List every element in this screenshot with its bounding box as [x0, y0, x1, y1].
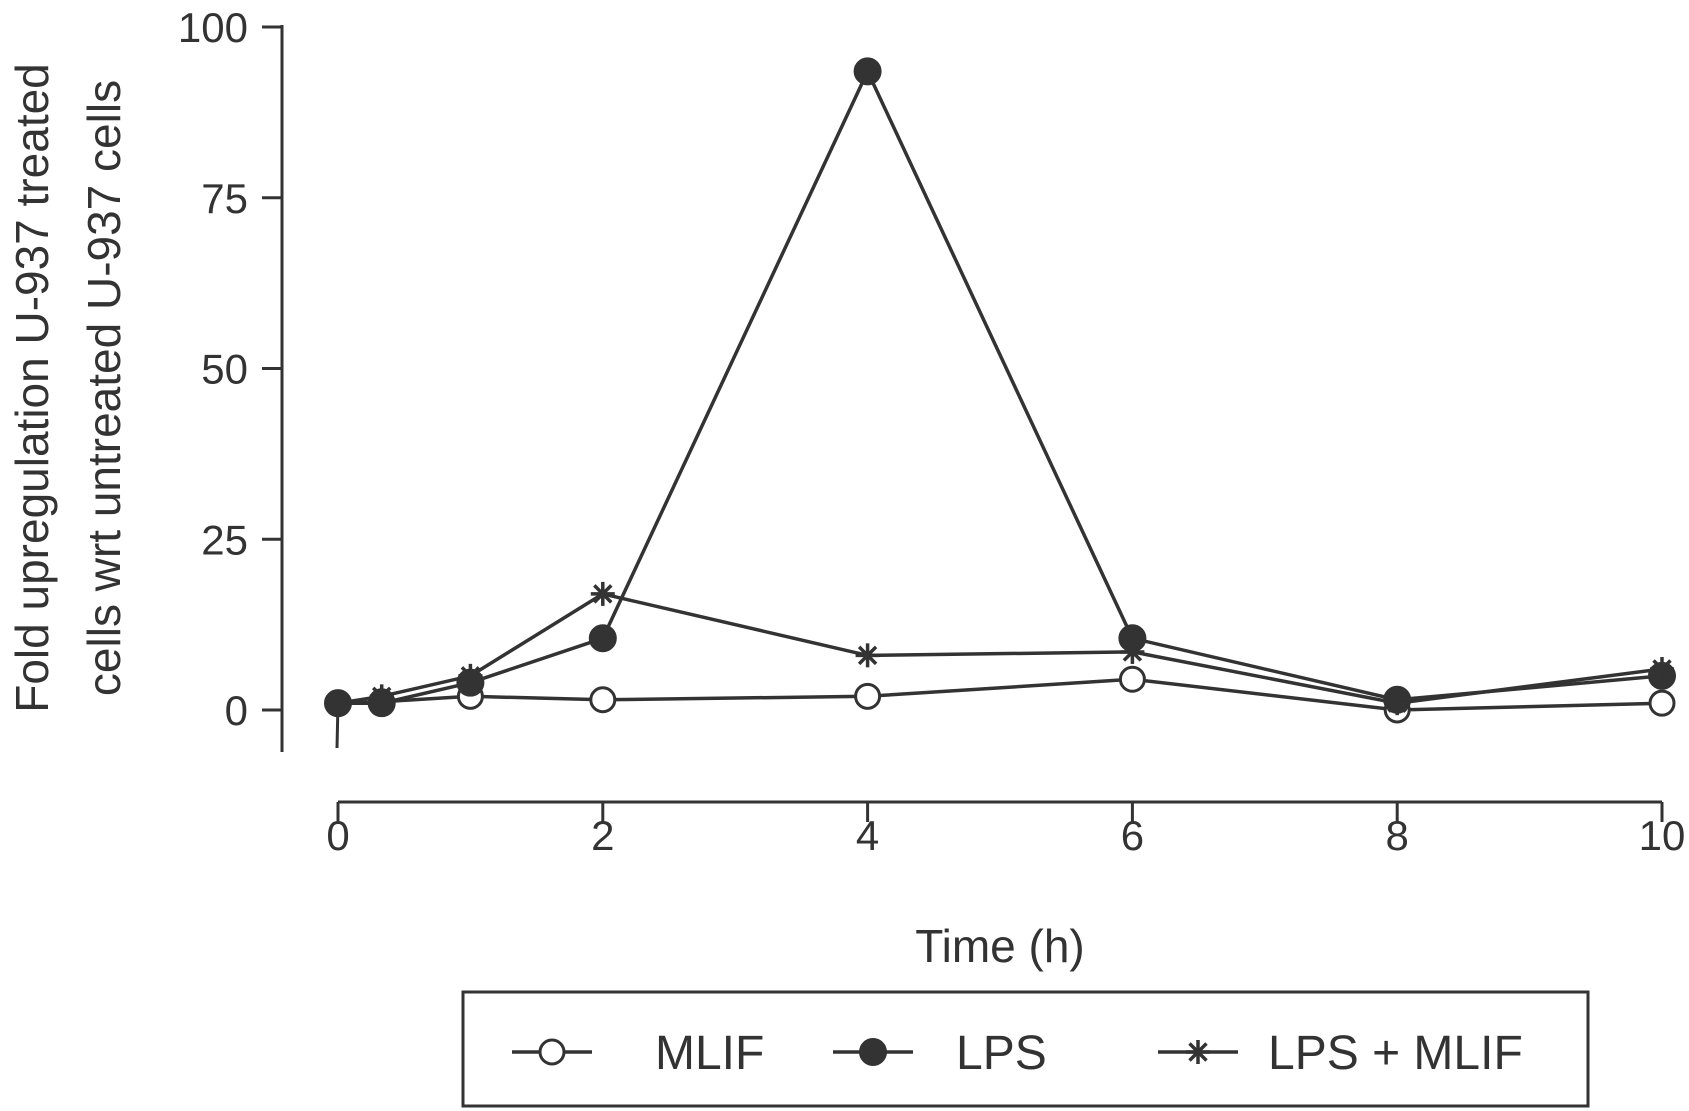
data-point: [1385, 691, 1410, 716]
legend-label: LPS + MLIF: [1268, 1027, 1523, 1080]
series-lps: [324, 57, 1676, 718]
y-tick-label: 100: [178, 4, 248, 51]
series-line: [337, 592, 1663, 705]
legend-item: MLIF: [512, 1027, 764, 1080]
y-tick-label: 50: [201, 346, 248, 393]
data-point: [1650, 657, 1674, 682]
series-lps-mlif: [326, 581, 1674, 716]
y-axis-ticks: 0 25 50 75 100: [178, 4, 282, 734]
data-point: [590, 581, 615, 606]
data-point: [1120, 639, 1145, 664]
legend-swatch-marker: [859, 1038, 887, 1066]
x-tick-label: 0: [326, 812, 349, 859]
start-stub-line: [335, 703, 340, 749]
y-axis-title-line-1: Fold upregulation U-937 treated: [6, 63, 58, 713]
legend: MLIF LPS LPS + MLIF: [461, 990, 1590, 1108]
y-tick-label: 25: [201, 516, 248, 563]
legend-items: MLIF LPS LPS + MLIF: [512, 1027, 1523, 1080]
x-tick-label: 6: [1121, 812, 1144, 859]
y-tick-label: 0: [225, 687, 248, 734]
x-tick-label: 8: [1386, 812, 1409, 859]
data-point: [369, 684, 394, 709]
data-point: [588, 624, 617, 653]
legend-item: LPS + MLIF: [1158, 1027, 1523, 1080]
data-point: [1118, 665, 1146, 693]
series-line: [338, 67, 1663, 705]
y-tick-label: 75: [201, 175, 248, 222]
legend-box: [461, 990, 1590, 1108]
y-axis-title-line-2: cells wrt untreated U-937 cells: [78, 80, 130, 696]
data-point: [855, 643, 880, 668]
x-axis-ticks: 0 2 4 6 8 10: [326, 802, 1685, 859]
legend-label: MLIF: [655, 1027, 764, 1080]
data-point: [458, 663, 483, 688]
legend-item: LPS: [833, 1027, 1047, 1080]
y-axis-title: Fold upregulation U-937 treated cells wr…: [6, 63, 130, 713]
data-point: [1648, 689, 1676, 717]
x-tick-label: 2: [591, 812, 614, 859]
x-tick-label: 10: [1639, 812, 1686, 859]
series-layer: [324, 57, 1676, 749]
data-point: [853, 57, 882, 86]
x-tick-label: 4: [856, 812, 879, 859]
legend-swatch-marker: [1186, 1040, 1210, 1064]
data-point: [589, 686, 617, 714]
legend-swatch-marker: [538, 1038, 566, 1066]
legend-label: LPS: [956, 1027, 1047, 1080]
x-axis-title: Time (h): [915, 920, 1085, 972]
data-point: [854, 682, 882, 710]
